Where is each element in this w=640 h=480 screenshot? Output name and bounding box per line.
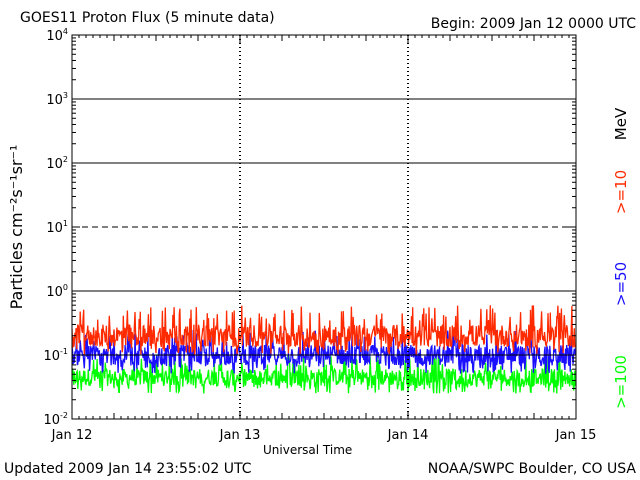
- legend-entry: >=100: [612, 355, 630, 409]
- legend-entry: >=10: [612, 170, 630, 214]
- y-axis-label: Particles cm⁻²s⁻¹sr⁻¹: [7, 145, 26, 310]
- y-tick-label: 10-2: [43, 411, 68, 428]
- unit-label: MeV: [612, 107, 630, 140]
- series-ge50-trace: [72, 329, 576, 374]
- y-tick-label: 102: [46, 155, 68, 172]
- x-tick-label: Jan 15: [555, 428, 597, 443]
- x-tick-label: Jan 13: [219, 428, 261, 443]
- begin-label: Begin: 2009 Jan 12 0000 UTC: [430, 16, 636, 32]
- y-tick-label: 101: [46, 219, 68, 236]
- legend-entry: >=50: [612, 262, 630, 306]
- updated-label: Updated 2009 Jan 14 23:55:02 UTC: [4, 461, 252, 477]
- series-ge10-trace: [72, 305, 576, 356]
- y-tick-label: 104: [46, 27, 68, 44]
- y-tick-label: 103: [46, 91, 68, 108]
- x-axis-label: Universal Time: [263, 443, 353, 457]
- x-tick-label: Jan 12: [51, 428, 93, 443]
- y-tick-label: 10-1: [43, 347, 68, 364]
- chart-title: GOES11 Proton Flux (5 minute data): [20, 10, 275, 26]
- x-tick-label: Jan 14: [387, 428, 429, 443]
- source-label: NOAA/SWPC Boulder, CO USA: [427, 461, 636, 477]
- y-tick-label: 100: [46, 283, 68, 300]
